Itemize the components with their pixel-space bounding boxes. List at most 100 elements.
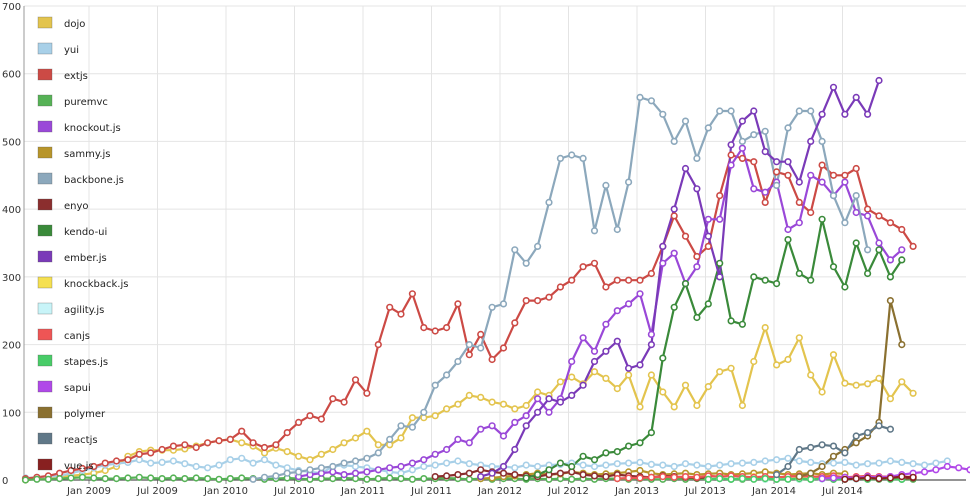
data-point[interactable]	[590, 456, 599, 464]
data-point[interactable]	[898, 246, 906, 254]
data-point[interactable]	[750, 107, 758, 115]
data-point[interactable]	[533, 297, 542, 305]
data-point[interactable]	[738, 320, 747, 328]
data-point[interactable]	[624, 371, 633, 379]
data-point[interactable]	[784, 171, 792, 179]
data-point[interactable]	[624, 300, 633, 308]
data-point[interactable]	[602, 283, 610, 291]
data-point[interactable]	[829, 474, 838, 482]
data-point[interactable]	[875, 76, 883, 85]
data-point[interactable]	[431, 461, 439, 469]
data-point[interactable]	[795, 334, 803, 342]
data-point[interactable]	[795, 198, 803, 206]
data-point[interactable]	[579, 334, 587, 342]
data-point[interactable]	[807, 107, 815, 115]
data-point[interactable]	[875, 212, 883, 220]
data-point[interactable]	[898, 225, 906, 234]
data-point[interactable]	[807, 208, 815, 217]
data-point[interactable]	[590, 472, 599, 480]
data-point[interactable]	[670, 205, 678, 213]
data-point[interactable]	[613, 337, 621, 345]
data-point[interactable]	[443, 371, 451, 379]
data-point[interactable]	[522, 474, 530, 482]
data-point[interactable]	[784, 124, 792, 132]
data-point[interactable]	[226, 475, 234, 483]
data-point[interactable]	[386, 474, 394, 482]
data-point[interactable]	[443, 459, 451, 467]
data-point[interactable]	[716, 192, 724, 200]
data-point[interactable]	[613, 448, 621, 456]
data-point[interactable]	[329, 462, 337, 471]
data-point[interactable]	[886, 256, 895, 264]
data-point[interactable]	[408, 290, 417, 298]
data-point[interactable]	[602, 347, 610, 355]
data-point[interactable]	[852, 432, 860, 440]
data-point[interactable]	[727, 460, 735, 468]
data-point[interactable]	[465, 391, 473, 400]
data-point[interactable]	[192, 443, 200, 452]
data-point[interactable]	[772, 181, 781, 189]
data-point[interactable]	[727, 161, 735, 169]
data-point[interactable]	[613, 460, 621, 468]
data-point[interactable]	[966, 466, 970, 474]
data-point[interactable]	[272, 461, 280, 469]
data-point[interactable]	[852, 192, 860, 200]
data-point[interactable]	[761, 324, 769, 332]
data-point[interactable]	[488, 469, 496, 477]
data-point[interactable]	[852, 208, 860, 217]
data-point[interactable]	[659, 110, 667, 118]
data-point[interactable]	[238, 427, 246, 435]
data-point[interactable]	[807, 276, 815, 284]
data-point[interactable]	[397, 434, 405, 442]
data-point[interactable]	[852, 164, 860, 173]
data-point[interactable]	[738, 401, 747, 410]
data-point[interactable]	[147, 449, 155, 457]
data-point[interactable]	[568, 373, 576, 381]
data-point[interactable]	[886, 474, 895, 482]
data-point[interactable]	[841, 475, 849, 483]
data-point[interactable]	[579, 471, 587, 479]
data-point[interactable]	[465, 439, 473, 447]
data-point[interactable]	[750, 158, 758, 166]
data-point[interactable]	[795, 107, 803, 115]
data-point[interactable]	[533, 395, 542, 403]
data-point[interactable]	[795, 269, 803, 278]
data-point[interactable]	[647, 97, 656, 105]
data-point[interactable]	[204, 464, 212, 472]
data-point[interactable]	[55, 475, 64, 483]
data-point[interactable]	[624, 442, 633, 450]
data-point[interactable]	[477, 425, 485, 433]
data-point[interactable]	[750, 131, 758, 139]
data-point[interactable]	[750, 185, 758, 193]
data-point[interactable]	[533, 462, 542, 471]
data-point[interactable]	[704, 300, 712, 308]
data-point[interactable]	[306, 412, 314, 420]
data-point[interactable]	[147, 474, 155, 482]
data-point[interactable]	[272, 441, 280, 449]
data-point[interactable]	[602, 374, 610, 383]
data-point[interactable]	[807, 458, 815, 467]
data-point[interactable]	[670, 303, 678, 311]
data-point[interactable]	[215, 475, 223, 483]
data-point[interactable]	[556, 283, 565, 291]
data-point[interactable]	[681, 232, 690, 240]
data-point[interactable]	[238, 474, 246, 482]
data-point[interactable]	[636, 439, 644, 447]
data-point[interactable]	[443, 445, 451, 454]
data-point[interactable]	[397, 462, 405, 471]
data-point[interactable]	[704, 462, 712, 471]
data-point[interactable]	[568, 276, 576, 284]
data-point[interactable]	[363, 389, 371, 397]
data-point[interactable]	[807, 443, 815, 452]
data-point[interactable]	[329, 395, 337, 403]
data-point[interactable]	[613, 475, 621, 483]
data-point[interactable]	[351, 457, 360, 465]
data-point[interactable]	[647, 473, 656, 481]
data-point[interactable]	[727, 151, 735, 159]
data-point[interactable]	[750, 357, 758, 366]
data-point[interactable]	[750, 273, 758, 281]
data-point[interactable]	[784, 225, 792, 234]
data-point[interactable]	[693, 473, 701, 481]
data-point[interactable]	[590, 347, 599, 355]
data-point[interactable]	[306, 466, 314, 474]
